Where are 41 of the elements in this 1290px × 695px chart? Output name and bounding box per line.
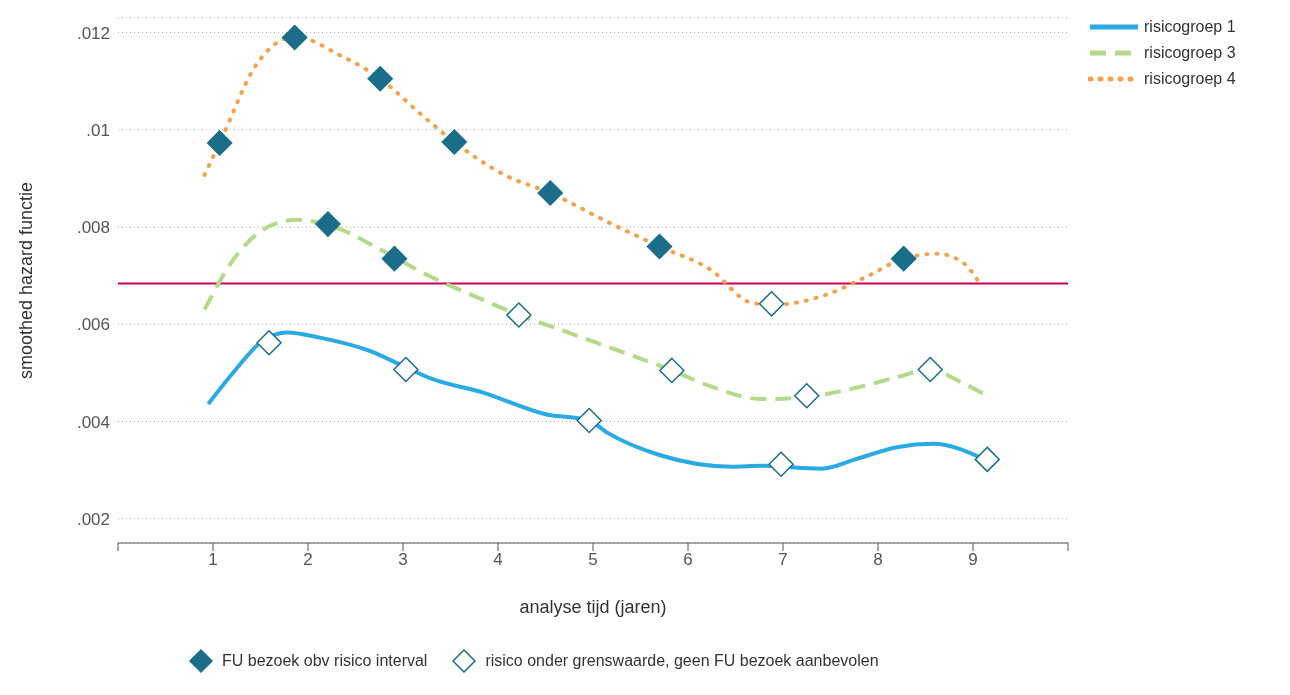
point xyxy=(794,382,820,409)
y-tick-label: .012 xyxy=(76,23,110,43)
point xyxy=(281,24,308,51)
point xyxy=(758,291,785,317)
legend-label: risico onder grenswaarde, geen FU bezoek aanbevolen xyxy=(484,651,879,671)
x-tick-label: 9 xyxy=(968,550,978,570)
point xyxy=(381,245,408,272)
legend-label: risicogroep 3 xyxy=(1143,43,1236,63)
point xyxy=(646,233,673,260)
point xyxy=(917,356,943,383)
point xyxy=(256,329,282,356)
point xyxy=(576,407,602,434)
point xyxy=(659,357,685,384)
legend-label: risicogroep 4 xyxy=(1143,69,1236,89)
x-tick-label: 4 xyxy=(493,550,503,570)
y-tick-label: .004 xyxy=(76,412,110,432)
y-tick-label: .01 xyxy=(86,120,110,140)
point xyxy=(367,66,393,92)
x-tick-label: 2 xyxy=(303,550,313,570)
y-tick-label: .002 xyxy=(76,509,110,529)
x-axis-title: analyse tijd (jaren) xyxy=(519,597,667,617)
point xyxy=(890,245,917,272)
x-tick-label: 3 xyxy=(398,550,408,570)
point xyxy=(537,180,563,206)
point xyxy=(974,446,1000,473)
point xyxy=(206,130,233,156)
x-tick-label: 1 xyxy=(208,550,218,570)
legend-label: risicogroep 1 xyxy=(1143,17,1236,37)
point xyxy=(315,211,341,237)
x-tick-label: 6 xyxy=(683,550,693,570)
point xyxy=(393,356,419,383)
point xyxy=(441,129,468,155)
y-axis-title: smoothed hazard functie xyxy=(16,181,37,380)
x-tick-label: 8 xyxy=(873,550,883,570)
y-tick-label: .006 xyxy=(76,315,110,335)
point xyxy=(768,451,794,477)
point xyxy=(506,302,532,328)
legend-label: FU bezoek obv risico interval xyxy=(221,651,428,671)
x-tick-label: 7 xyxy=(778,550,788,570)
y-tick-label: .008 xyxy=(76,218,110,238)
x-tick-label: 5 xyxy=(588,550,598,570)
